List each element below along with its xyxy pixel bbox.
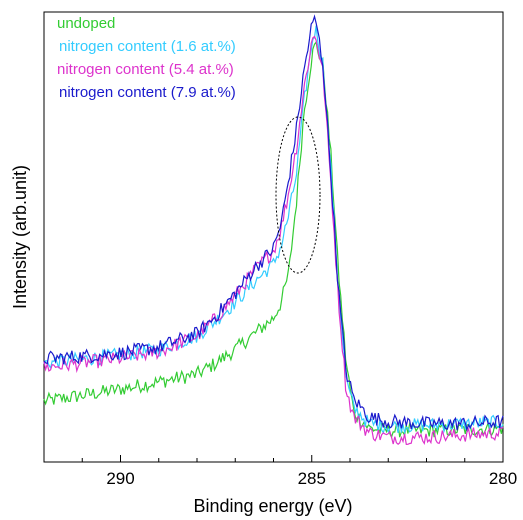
x-tick-label: 280 [489,469,517,488]
series-line-4 [43,14,504,432]
legend: undoped nitrogen content (1.6 at.%) nitrog… [57,15,236,101]
x-tick-layer: 290 285 280 [43,455,517,488]
legend-entry-3: nitrogen content (5.4 at.%) [57,61,234,78]
series-layer [43,14,504,446]
plot-frame [43,11,504,463]
x-tick-label: 285 [298,469,326,488]
legend-entry-2: nitrogen content (1.6 at.%) [59,38,236,55]
legend-entry-1: undoped [57,15,115,32]
x-tick-label: 290 [106,469,134,488]
x-axis-title: Binding energy (eV) [193,496,352,516]
series-line-1 [43,40,504,439]
series-line-3 [43,35,504,446]
shoulder-highlight-ellipse [275,116,321,274]
y-axis-title: Intensity (arb.unit) [10,165,30,309]
legend-entry-4: nitrogen content (7.9 at.%) [59,84,236,101]
